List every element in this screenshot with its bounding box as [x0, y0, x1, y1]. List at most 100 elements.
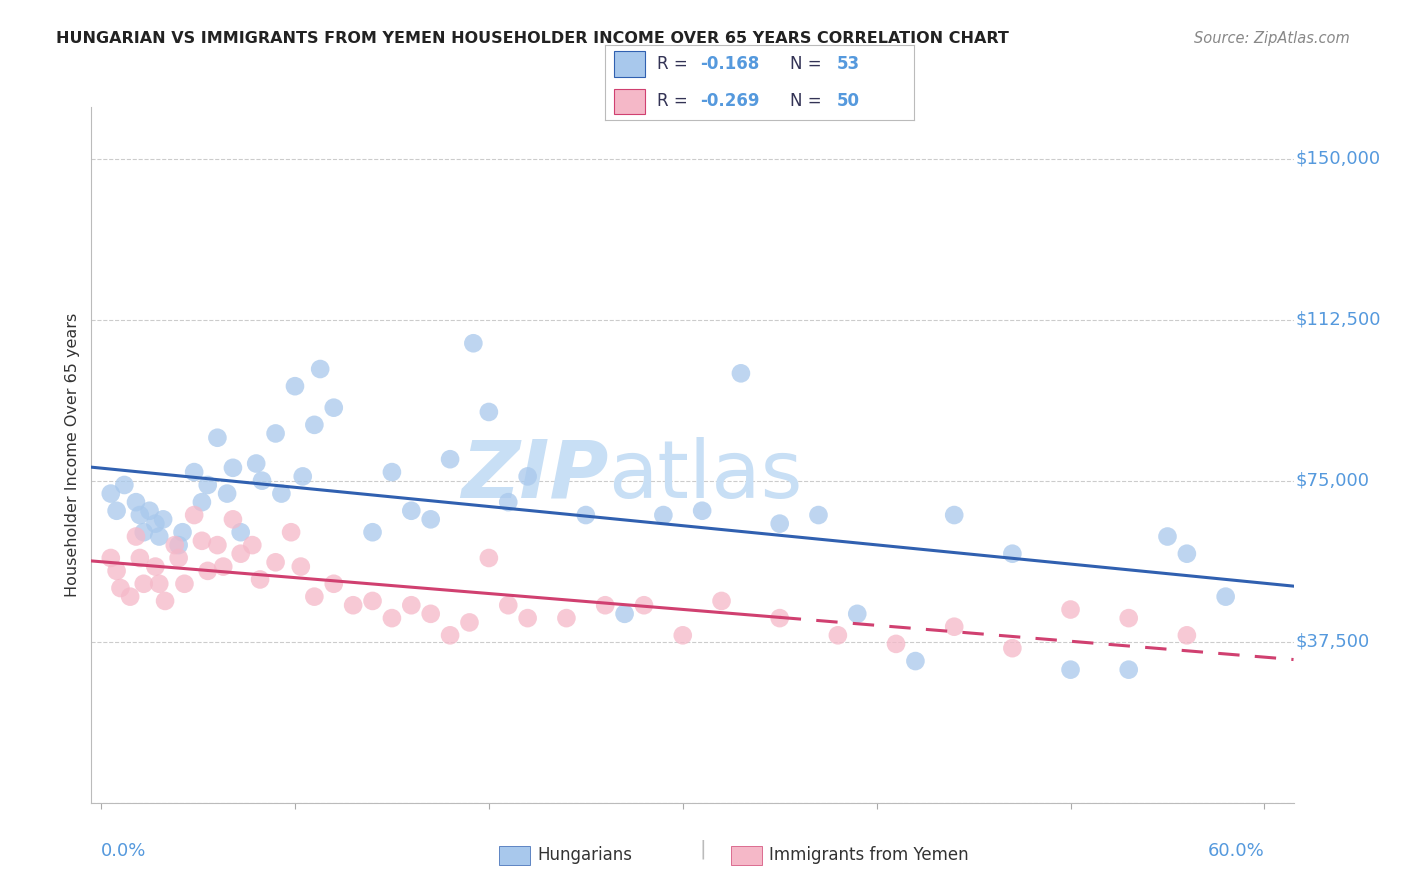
Point — [270, 486, 292, 500]
Point — [1118, 663, 1140, 677]
Point — [284, 379, 307, 393]
Point — [496, 599, 519, 613]
Point — [613, 607, 636, 621]
Point — [1175, 628, 1198, 642]
Point — [229, 525, 252, 540]
Point — [419, 512, 441, 526]
Point — [1059, 602, 1081, 616]
Point — [153, 594, 176, 608]
Text: $112,500: $112,500 — [1296, 310, 1382, 328]
Point — [167, 538, 190, 552]
Point — [884, 637, 907, 651]
Text: R =: R = — [657, 93, 693, 111]
Point — [769, 516, 792, 531]
Point — [207, 538, 229, 552]
Point — [191, 495, 214, 509]
Text: Source: ZipAtlas.com: Source: ZipAtlas.com — [1194, 31, 1350, 46]
Text: R =: R = — [657, 55, 693, 73]
Point — [138, 504, 160, 518]
Text: atlas: atlas — [609, 437, 803, 515]
Point — [280, 525, 302, 540]
Point — [1001, 641, 1024, 656]
Point — [1156, 529, 1178, 543]
Point — [361, 594, 384, 608]
Point — [163, 538, 186, 552]
Y-axis label: Householder Income Over 65 years: Householder Income Over 65 years — [65, 313, 80, 597]
Point — [132, 525, 155, 540]
Point — [827, 628, 849, 642]
Point — [381, 465, 404, 479]
Point — [207, 431, 229, 445]
Point — [128, 508, 150, 522]
Point — [1175, 547, 1198, 561]
Text: -0.269: -0.269 — [700, 93, 761, 111]
Point — [128, 551, 150, 566]
Point — [478, 551, 501, 566]
Point — [672, 628, 695, 642]
FancyBboxPatch shape — [614, 52, 645, 78]
Point — [904, 654, 927, 668]
Point — [148, 576, 170, 591]
Point — [710, 594, 733, 608]
Point — [361, 525, 384, 540]
Point — [458, 615, 481, 630]
Point — [183, 508, 205, 522]
Point — [183, 465, 205, 479]
Point — [264, 426, 287, 441]
Point — [290, 559, 312, 574]
FancyBboxPatch shape — [614, 88, 645, 114]
Point — [152, 512, 174, 526]
Point — [145, 559, 167, 574]
Point — [148, 529, 170, 543]
Text: 53: 53 — [837, 55, 859, 73]
Text: N =: N = — [790, 93, 827, 111]
Point — [167, 551, 190, 566]
Text: $150,000: $150,000 — [1296, 150, 1381, 168]
Point — [419, 607, 441, 621]
Text: N =: N = — [790, 55, 827, 73]
Point — [652, 508, 675, 522]
Point — [516, 469, 538, 483]
Point — [846, 607, 869, 621]
Point — [516, 611, 538, 625]
Point — [240, 538, 263, 552]
Text: ZIP: ZIP — [461, 437, 609, 515]
Point — [264, 555, 287, 569]
Point — [212, 559, 235, 574]
Text: Immigrants from Yemen: Immigrants from Yemen — [769, 847, 969, 864]
Text: -0.168: -0.168 — [700, 55, 759, 73]
Point — [593, 599, 616, 613]
Text: Hungarians: Hungarians — [537, 847, 633, 864]
Text: HUNGARIAN VS IMMIGRANTS FROM YEMEN HOUSEHOLDER INCOME OVER 65 YEARS CORRELATION : HUNGARIAN VS IMMIGRANTS FROM YEMEN HOUSE… — [56, 31, 1010, 46]
Point — [439, 452, 461, 467]
Point — [172, 525, 194, 540]
Point — [1118, 611, 1140, 625]
Point — [245, 457, 267, 471]
Point — [191, 533, 214, 548]
Point — [1215, 590, 1237, 604]
Text: 60.0%: 60.0% — [1208, 842, 1264, 860]
Point — [249, 573, 271, 587]
Point — [100, 486, 122, 500]
Point — [120, 590, 142, 604]
Text: |: | — [700, 839, 706, 859]
Point — [173, 576, 195, 591]
Point — [401, 599, 423, 613]
Point — [439, 628, 461, 642]
Point — [943, 508, 966, 522]
Point — [496, 495, 519, 509]
Point — [197, 478, 219, 492]
Point — [690, 504, 713, 518]
Point — [322, 576, 344, 591]
Point — [304, 590, 326, 604]
Point — [1059, 663, 1081, 677]
Point — [110, 581, 132, 595]
Point — [401, 504, 423, 518]
Point — [250, 474, 273, 488]
Text: $75,000: $75,000 — [1296, 472, 1369, 490]
Text: 50: 50 — [837, 93, 859, 111]
Point — [807, 508, 830, 522]
Point — [304, 417, 326, 432]
Point — [478, 405, 501, 419]
Point — [291, 469, 314, 483]
